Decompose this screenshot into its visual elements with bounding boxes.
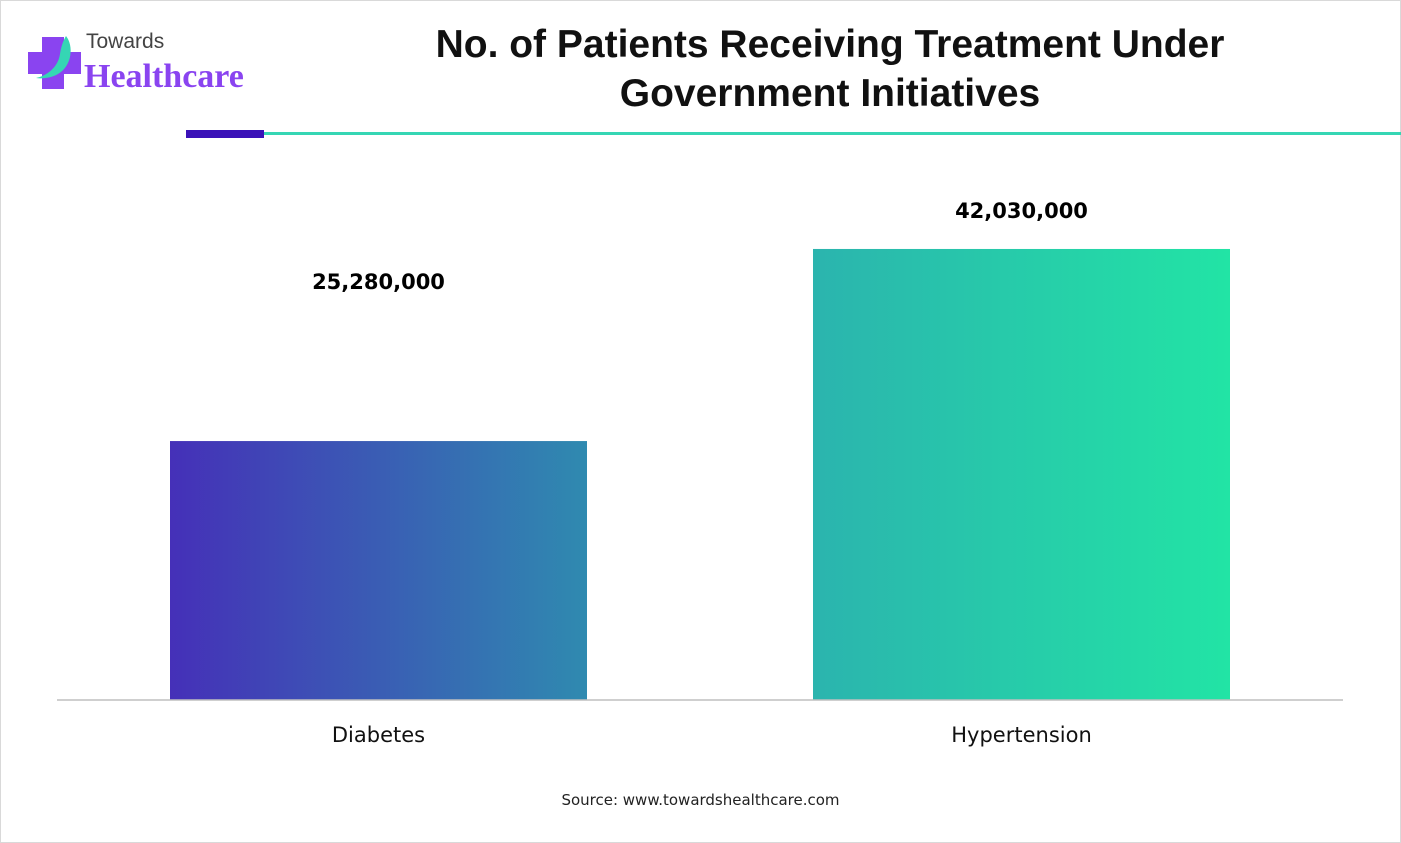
title-underline-accent [186,130,264,138]
source-note: Source: www.towardshealthcare.com [561,791,840,809]
x-tick-label: Hypertension [951,723,1092,747]
health-cross-leaf-icon [28,36,81,89]
brand-towards: Towards [86,30,165,53]
brand-logo: Towards Healthcare [26,30,266,100]
bar-hypertension [813,248,1230,700]
data-label: 42,030,000 [955,199,1088,223]
bar-diabetes [170,441,587,700]
x-tick-label: Diabetes [332,723,425,747]
data-label: 25,280,000 [312,270,445,294]
title-underline [264,132,1401,135]
brand-healthcare: Healthcare [84,58,244,95]
chart-title: No. of Patients Receiving Treatment Unde… [435,23,1225,115]
